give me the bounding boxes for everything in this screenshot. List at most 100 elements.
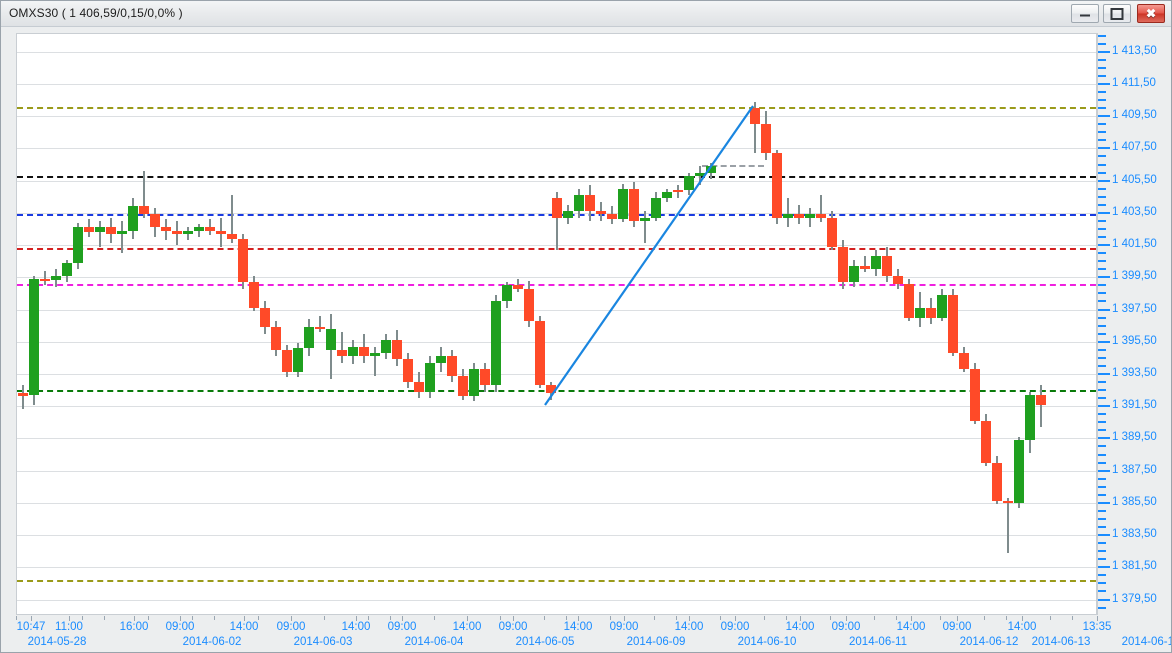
candlestick-plot[interactable] bbox=[17, 34, 1096, 614]
price-tick-label: 1 383,50 bbox=[1112, 528, 1157, 541]
time-tick bbox=[180, 616, 181, 621]
price-tick bbox=[1098, 308, 1110, 311]
candle-wick bbox=[209, 219, 211, 236]
time-minor-tick bbox=[654, 616, 655, 620]
price-minor-tick bbox=[1098, 260, 1106, 263]
time-minor-tick bbox=[764, 616, 765, 620]
price-tick bbox=[1098, 340, 1110, 343]
price-minor-tick bbox=[1098, 526, 1106, 528]
support-green[interactable] bbox=[17, 390, 1096, 393]
gridline bbox=[17, 51, 1096, 53]
candle-wick bbox=[99, 220, 101, 247]
candle-body-up bbox=[915, 307, 925, 318]
candle-body-up bbox=[425, 362, 435, 392]
price-minor-tick bbox=[1098, 203, 1106, 206]
time-tick bbox=[800, 616, 801, 621]
gridline bbox=[17, 277, 1096, 279]
time-tick bbox=[244, 616, 245, 621]
time-tick-label: 16:00 bbox=[119, 621, 149, 633]
resistance-upper-olive[interactable] bbox=[17, 106, 1096, 109]
candle-body-down bbox=[227, 233, 237, 239]
candle-body-down bbox=[992, 462, 1002, 502]
candle-body-down bbox=[480, 369, 490, 386]
candle-body-down bbox=[552, 198, 562, 218]
candle-body-down bbox=[359, 346, 369, 357]
price-tick-label: 1 381,50 bbox=[1112, 560, 1157, 573]
close-button[interactable]: ✖ bbox=[1137, 4, 1165, 23]
time-tick bbox=[134, 616, 135, 621]
support-magenta[interactable] bbox=[17, 283, 1096, 286]
candle-body-up bbox=[706, 166, 716, 173]
time-minor-tick bbox=[500, 616, 501, 620]
maximize-button[interactable] bbox=[1103, 4, 1131, 23]
price-minor-tick bbox=[1098, 461, 1106, 464]
candle-body-down bbox=[458, 375, 468, 397]
candle-body-down bbox=[535, 320, 545, 386]
gridline bbox=[17, 535, 1096, 537]
price-tick-label: 1 387,50 bbox=[1112, 463, 1157, 476]
candle-body-down bbox=[981, 420, 991, 463]
candle-body-down bbox=[315, 327, 325, 330]
candle-body-up bbox=[871, 256, 881, 270]
candle-body-down bbox=[926, 307, 936, 318]
price-tick-label: 1 409,50 bbox=[1112, 109, 1157, 122]
support-lower-olive[interactable] bbox=[17, 580, 1096, 583]
price-minor-tick bbox=[1098, 324, 1106, 327]
time-tick-label: 09:00 bbox=[276, 621, 306, 633]
candle-wick bbox=[341, 332, 343, 363]
time-minor-tick bbox=[566, 616, 567, 620]
price-minor-tick bbox=[1098, 292, 1106, 295]
gridline bbox=[17, 180, 1096, 182]
time-tick bbox=[624, 616, 625, 621]
time-minor-tick bbox=[390, 616, 391, 620]
candle-body-down bbox=[282, 349, 292, 373]
minimize-button[interactable] bbox=[1071, 4, 1099, 23]
price-minor-tick bbox=[1098, 139, 1106, 142]
candle-body-down bbox=[18, 393, 28, 397]
price-minor-tick bbox=[1098, 356, 1106, 359]
gridline bbox=[17, 309, 1096, 311]
time-tick-label: 10:47 bbox=[16, 621, 46, 633]
price-tick bbox=[1098, 276, 1110, 279]
price-minor-tick bbox=[1098, 364, 1106, 367]
candle-body-down bbox=[546, 385, 556, 394]
price-minor-tick bbox=[1098, 66, 1106, 69]
price-axis[interactable]: 1 413,50 1 411,50 1 409,50 1 407,50 1 405,50… bbox=[1097, 33, 1171, 615]
chart-plot-frame[interactable] bbox=[16, 33, 1097, 615]
time-axis[interactable]: 10:47 11:00 16:00 09:00 14:00 09:00 14:00 09:00… bbox=[1, 616, 1171, 652]
candle-body-down bbox=[139, 206, 149, 215]
candle-body-up bbox=[684, 175, 694, 191]
price-minor-tick bbox=[1098, 381, 1106, 383]
time-tick bbox=[31, 616, 32, 621]
candle-body-up bbox=[117, 230, 127, 234]
price-minor-tick bbox=[1098, 268, 1106, 271]
gridline bbox=[17, 341, 1096, 343]
candle-wick bbox=[787, 198, 789, 228]
candle-body-down bbox=[629, 188, 639, 221]
window-title-bar: OMXS30 ( 1 406,59/0,15/0,0% ) ✖ bbox=[1, 1, 1171, 27]
candle-wick bbox=[231, 195, 233, 244]
time-tick bbox=[356, 616, 357, 621]
price-tick bbox=[1098, 437, 1110, 440]
candle-body-up bbox=[805, 214, 815, 218]
price-tick-label: 1 379,50 bbox=[1112, 592, 1157, 605]
projection-segment[interactable] bbox=[702, 165, 764, 167]
time-minor-tick bbox=[368, 616, 369, 620]
candle-body-down bbox=[161, 227, 171, 231]
time-minor-tick bbox=[984, 616, 985, 620]
time-minor-tick bbox=[82, 616, 83, 620]
resistance-black[interactable] bbox=[17, 175, 1096, 178]
price-minor-tick bbox=[1098, 58, 1106, 61]
candle-body-down bbox=[414, 382, 424, 392]
price-minor-tick bbox=[1098, 99, 1106, 102]
candle-body-down bbox=[447, 356, 457, 376]
gridline bbox=[17, 148, 1096, 150]
price-minor-tick bbox=[1098, 123, 1106, 126]
time-minor-tick bbox=[544, 616, 545, 620]
date-label: 2014-06-11 bbox=[849, 636, 907, 648]
date-label: 2014-06-03 bbox=[293, 636, 353, 648]
time-tick bbox=[513, 616, 514, 621]
candle-body-up bbox=[640, 217, 650, 221]
time-minor-tick bbox=[610, 616, 611, 620]
uptrend-line[interactable] bbox=[544, 105, 754, 406]
